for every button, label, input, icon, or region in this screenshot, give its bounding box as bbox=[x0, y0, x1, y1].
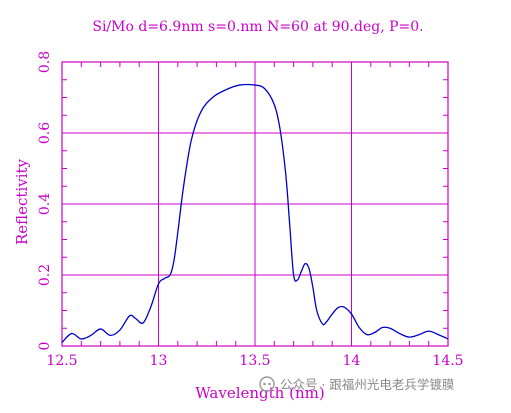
x-tick-label: 12.5 bbox=[46, 353, 77, 369]
y-tick-label: 0 bbox=[37, 342, 53, 351]
chart-title: Si/Mo d=6.9nm s=0.nm N=60 at 90.deg, P=0… bbox=[92, 19, 423, 35]
x-tick-labels: 12.5 13 13.5 14 14.5 bbox=[46, 353, 463, 369]
x-tick-label: 14 bbox=[343, 353, 361, 369]
grid-lines bbox=[62, 62, 448, 346]
y-tick-label: 0.2 bbox=[37, 264, 53, 286]
series-layer bbox=[61, 83, 449, 343]
x-tick-label: 13 bbox=[150, 353, 168, 369]
wechat-official-account-icon bbox=[259, 376, 275, 392]
tick-marks bbox=[61, 61, 449, 347]
y-tick-labels: 0 0.2 0.4 0.6 0.8 bbox=[37, 51, 53, 351]
watermark: 公众号 · 跟福州光电老兵学镀膜 bbox=[259, 376, 454, 392]
y-tick-label: 0.6 bbox=[37, 122, 53, 144]
x-tick-label: 14.5 bbox=[432, 353, 463, 369]
y-tick-label: 0.4 bbox=[37, 193, 53, 215]
y-tick-label: 0.8 bbox=[37, 51, 53, 73]
series-line bbox=[61, 83, 449, 343]
watermark-text: 公众号 · 跟福州光电老兵学镀膜 bbox=[280, 377, 454, 392]
y-axis-label: Reflectivity bbox=[13, 158, 31, 245]
x-tick-label: 13.5 bbox=[239, 353, 270, 369]
x-axis-label: Wavelength (nm) bbox=[195, 384, 324, 402]
